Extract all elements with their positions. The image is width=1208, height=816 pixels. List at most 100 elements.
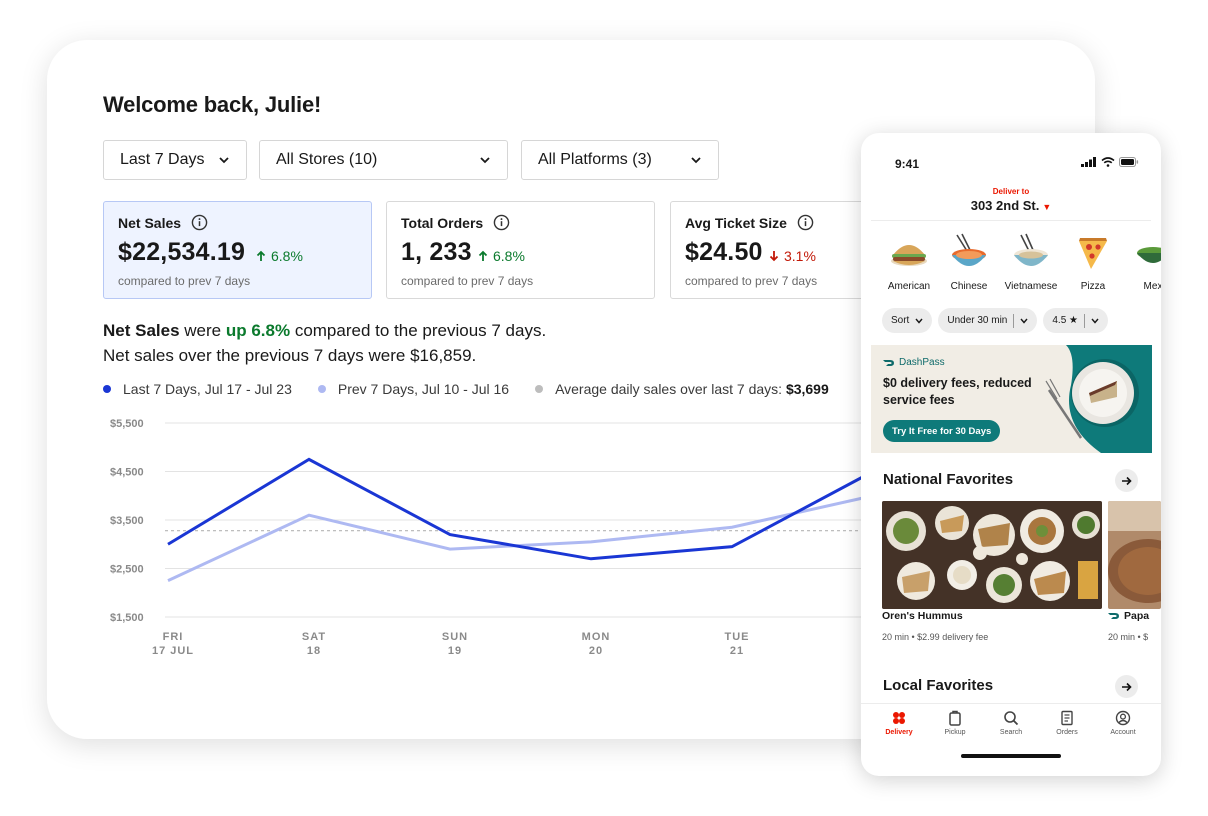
metric-delta-value: 6.8% [493, 248, 525, 264]
delivery-address: 303 2nd St. [970, 198, 1040, 213]
date-range-dropdown[interactable]: Last 7 Days [103, 140, 247, 180]
dashpass-banner[interactable]: DashPass $0 delivery fees, reduced servi… [871, 345, 1152, 453]
national-favorites-title: National Favorites [883, 471, 1014, 488]
metric-value: 1, 233 [401, 238, 472, 266]
local-favorites-see-all[interactable] [1115, 675, 1138, 698]
dashpass-icon [1108, 613, 1119, 619]
net-sales-line-chart: $5,500 $4,500 $3,500 $2,500 $1,500 FRI 17 JUL S… [110, 418, 1095, 657]
arrow-up-icon [256, 250, 266, 261]
status-icons [1081, 157, 1139, 167]
y-tick-label: $3,500 [110, 515, 144, 527]
mobile-app-frame: 9:41 Deliver to 303 2nd St. ▼ American [861, 133, 1161, 776]
metric-card-net-sales[interactable]: Net Sales $22,534.19 6.8% compared to pr… [103, 201, 372, 299]
tab-search[interactable]: Search [983, 710, 1039, 736]
summary-line-2: Net sales over the previous 7 days were … [103, 346, 477, 365]
tab-pickup[interactable]: Pickup [927, 710, 983, 736]
store-name: Papa [1124, 610, 1150, 622]
platform-label: All Platforms (3) [538, 151, 652, 168]
x-tick-day: MON [582, 631, 611, 643]
info-icon[interactable] [191, 214, 208, 231]
arrow-down-icon [769, 251, 779, 262]
tab-label: Pickup [944, 729, 966, 736]
cuisine-label: Vietnamese [1004, 281, 1058, 292]
rating-chip[interactable]: 4.5 ★ [1043, 308, 1109, 333]
burger-icon [891, 245, 927, 266]
pizza-photo [1108, 501, 1161, 609]
summary-change: up 6.8% [225, 321, 291, 340]
x-tick-date: 21 [730, 645, 744, 657]
x-tick-day: TUE [725, 631, 750, 643]
metric-card-total-orders[interactable]: Total Orders 1, 233 6.8% compared to pre… [386, 201, 655, 299]
dashpass-artwork [1045, 345, 1152, 453]
chip-label: Sort [891, 315, 910, 326]
x-tick-date: 20 [589, 645, 603, 657]
chip-label: Under 30 min [947, 315, 1008, 326]
metric-delta-value: 3.1% [784, 248, 816, 264]
dashpass-label: DashPass [899, 357, 945, 368]
store-meta: 20 min • $2.99 delivery fee [882, 632, 989, 642]
x-tick-day: SAT [302, 631, 326, 643]
legend-label: Last 7 Days, Jul 17 - Jul 23 [123, 381, 292, 397]
platform-dropdown[interactable]: All Platforms (3) [521, 140, 719, 180]
arrow-right-icon [1122, 682, 1132, 691]
metric-delta: 6.8% [256, 248, 303, 264]
divider [871, 220, 1151, 221]
cuisine-vietnamese[interactable]: Vietnamese [1001, 233, 1061, 292]
chevron-down-icon [1091, 318, 1099, 324]
store-name-papa[interactable]: Papa [1108, 610, 1149, 622]
chip-separator [1084, 313, 1086, 328]
x-tick-day: FRI [163, 631, 184, 643]
tab-orders[interactable]: Orders [1039, 710, 1095, 736]
info-icon[interactable] [797, 214, 814, 231]
delivery-icon [893, 712, 905, 724]
legend-dot [535, 385, 544, 393]
legend-average-value: $3,699 [785, 381, 829, 397]
sales-summary: Net Sales were up 6.8% compared to the p… [103, 318, 546, 368]
metric-delta: 3.1% [769, 248, 816, 264]
metric-delta-value: 6.8% [271, 248, 303, 264]
cuisine-label: Mex [1143, 281, 1161, 292]
tab-label: Account [1110, 729, 1136, 736]
store-dropdown[interactable]: All Stores (10) [259, 140, 508, 180]
y-tick-label: $1,500 [110, 612, 144, 624]
chart-legend: Last 7 Days, Jul 17 - Jul 23 Prev 7 Days… [103, 381, 855, 397]
status-bar: 9:41 [861, 133, 1161, 173]
cuisine-pizza[interactable]: Pizza [1063, 233, 1123, 292]
delivery-time-chip[interactable]: Under 30 min [938, 308, 1038, 333]
metric-label: Avg Ticket Size [685, 214, 787, 231]
tab-account[interactable]: Account [1095, 710, 1151, 736]
store-label: All Stores (10) [276, 151, 378, 168]
legend-dot [103, 385, 111, 393]
info-icon[interactable] [493, 214, 510, 231]
cuisine-mexican[interactable]: Mex [1123, 233, 1161, 292]
sort-chip[interactable]: Sort [882, 308, 933, 333]
arrow-up-icon [478, 250, 488, 261]
tab-label: Delivery [885, 729, 913, 736]
guacamole-icon [1137, 247, 1161, 263]
cuisine-american[interactable]: American [879, 233, 939, 292]
account-icon [1115, 710, 1131, 726]
pizza-icon [1079, 238, 1107, 269]
summary-were: were [179, 321, 226, 340]
orders-icon [1061, 710, 1073, 726]
cuisine-label: Pizza [1080, 281, 1106, 292]
legend-item-current[interactable]: Last 7 Days, Jul 17 - Jul 23 [103, 381, 292, 397]
filter-chips: Sort Under 30 min 4.5 ★ [882, 308, 1109, 333]
bottom-tab-bar: Delivery Pickup Search Orders Account [861, 703, 1161, 743]
status-time: 9:41 [895, 157, 920, 171]
dashpass-trial-button[interactable]: Try It Free for 30 Days [883, 420, 1001, 442]
x-tick-date: 18 [307, 645, 321, 657]
metric-subtext: compared to prev 7 days [685, 274, 818, 288]
legend-item-previous[interactable]: Prev 7 Days, Jul 10 - Jul 16 [317, 381, 509, 397]
store-name-orens-hummus[interactable]: Oren's Hummus [882, 610, 963, 622]
delivery-address-selector[interactable]: Deliver to 303 2nd St. ▼ [861, 187, 1161, 213]
store-image-orens-hummus[interactable] [882, 501, 1102, 609]
summary-metric: Net Sales [103, 321, 180, 340]
national-favorites-see-all[interactable] [1115, 469, 1138, 492]
cuisine-label: Chinese [950, 281, 988, 292]
tab-delivery[interactable]: Delivery [871, 710, 927, 736]
store-image-papa[interactable] [1108, 501, 1161, 609]
cuisine-label: American [887, 281, 931, 292]
cuisine-chinese[interactable]: Chinese [939, 233, 999, 292]
page-title: Welcome back, Julie! [103, 92, 322, 117]
